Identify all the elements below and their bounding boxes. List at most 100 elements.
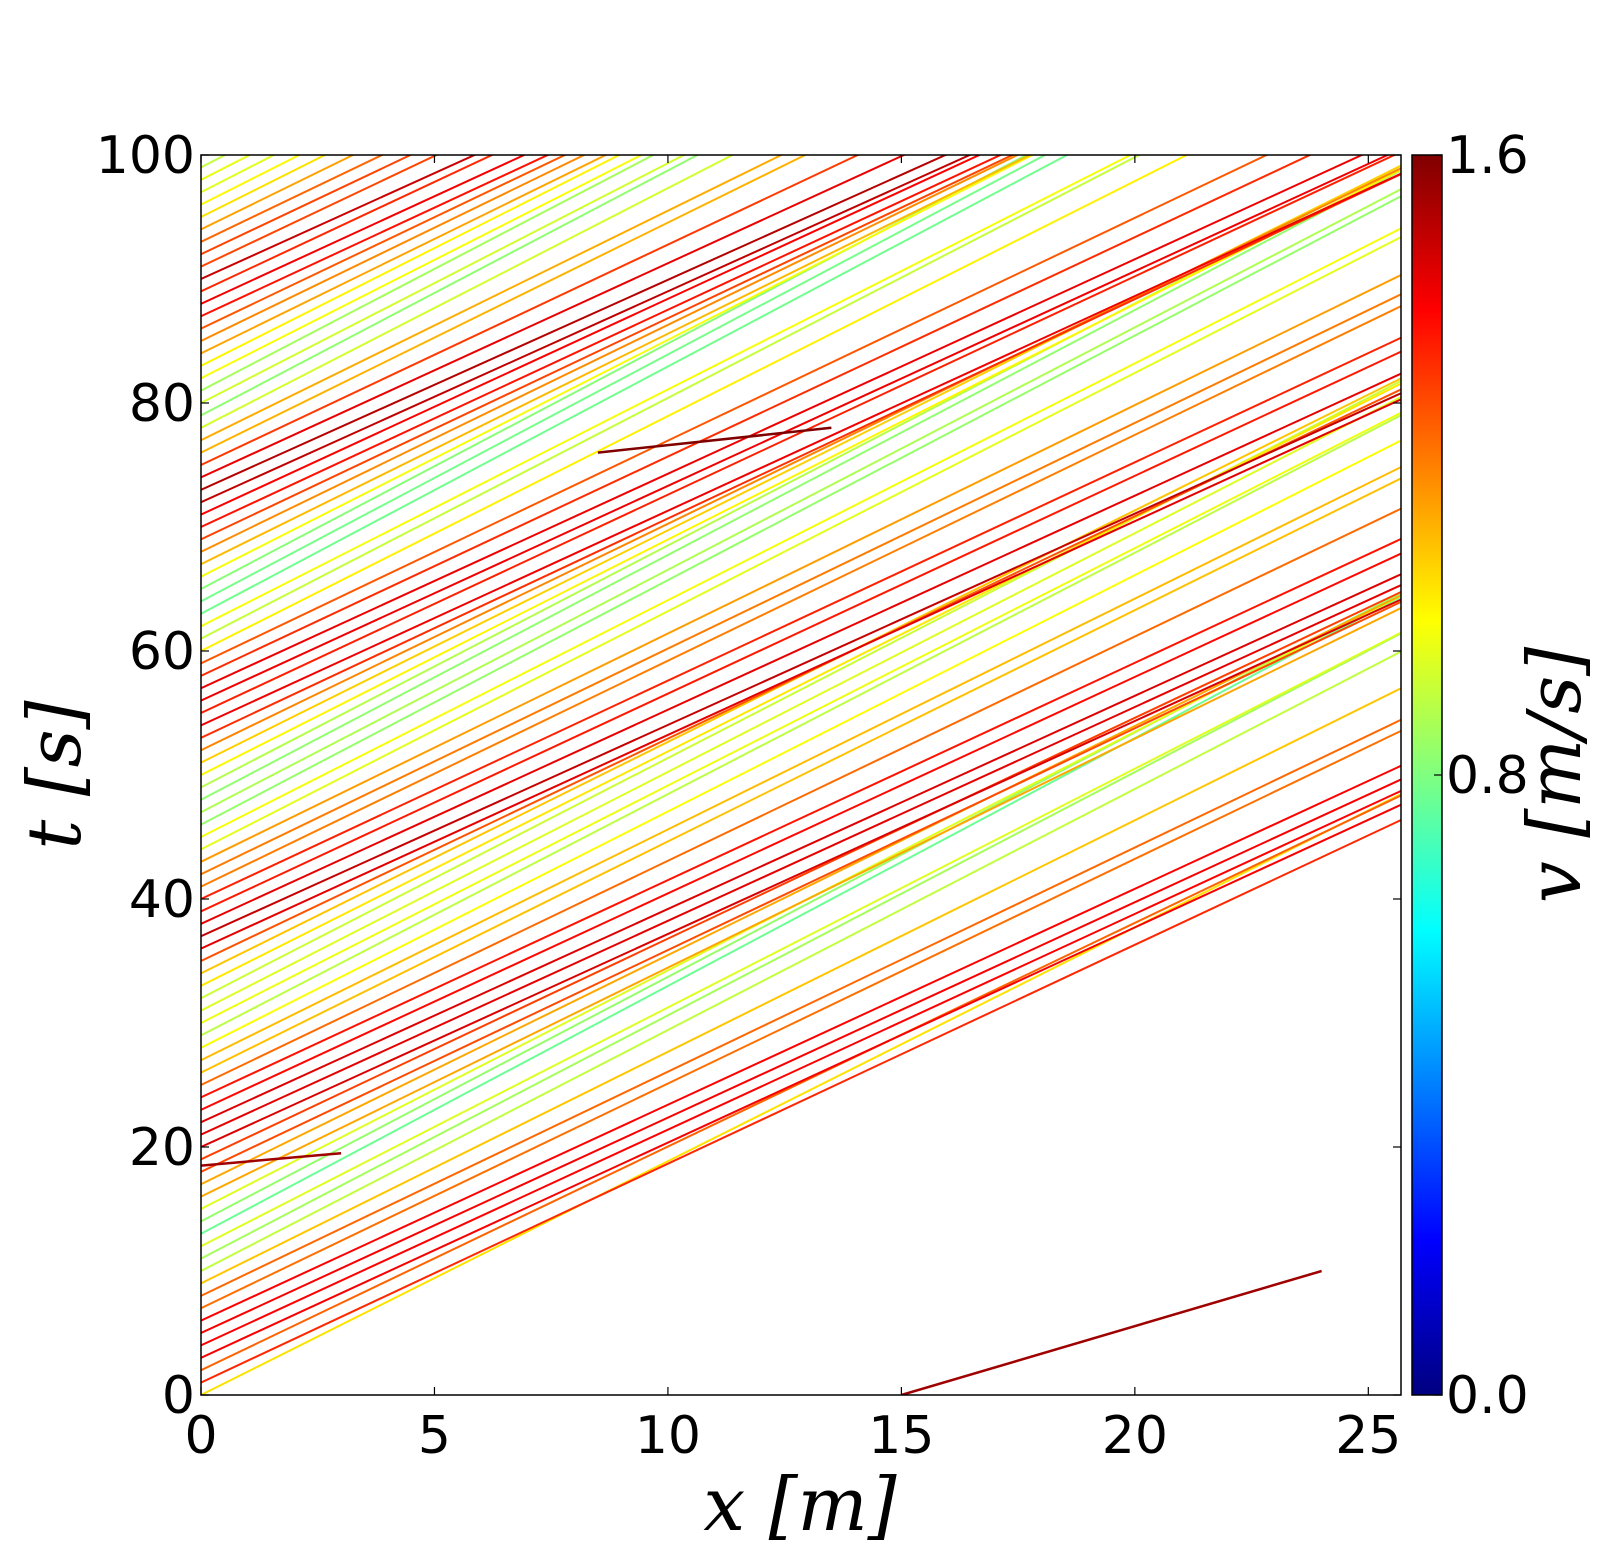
trajectory-line <box>201 155 1029 590</box>
trajectory-line <box>201 819 1401 1384</box>
trajectory-line <box>201 764 1401 1322</box>
trajectory-line <box>201 0 1401 56</box>
trajectory-line <box>201 392 1401 938</box>
x-tick-label: 5 <box>418 1406 451 1466</box>
trajectory-line <box>201 155 735 429</box>
trajectory-line <box>201 398 1401 950</box>
trajectory-line <box>201 155 587 342</box>
trajectory-line <box>201 594 1401 1186</box>
trajectory-line <box>201 155 413 256</box>
colorbar-tick-label: 1.6 <box>1446 126 1529 186</box>
trajectory-line <box>201 632 1401 1260</box>
fast-trajectory <box>597 426 832 454</box>
trajectory-line <box>201 155 495 293</box>
colorbar-tick-label: 0.8 <box>1446 746 1529 806</box>
trajectory-line <box>201 155 1390 702</box>
trajectory-line <box>201 155 385 243</box>
trajectory-line <box>201 336 1401 900</box>
trajectory-line <box>201 155 1313 677</box>
trajectory-line <box>201 0 1401 68</box>
trajectory-line <box>201 155 252 181</box>
trajectory-line <box>201 0 1401 130</box>
y-tick-label: 100 <box>96 126 195 186</box>
trajectory-line <box>201 155 277 194</box>
trajectory-line <box>201 600 1401 1173</box>
trajectory-line <box>201 155 1048 603</box>
trajectory-line <box>201 598 1401 1148</box>
trajectory-line <box>201 396 1401 1012</box>
trajectory-line <box>201 155 302 206</box>
trajectory-line <box>201 293 1401 876</box>
trajectory-line <box>201 607 1401 1198</box>
trajectory-line <box>201 155 551 318</box>
trajectory-line <box>201 793 1401 1395</box>
trajectory-line <box>201 155 477 280</box>
trajectory-line <box>201 155 328 218</box>
trajectory-line <box>201 650 1401 1272</box>
trajectory-line <box>201 155 861 466</box>
trajectory-line <box>201 155 609 355</box>
trajectory-line <box>201 155 1189 652</box>
x-tick-label: 20 <box>1102 1406 1168 1466</box>
trajectory-line <box>201 172 1401 727</box>
colorbar-ticks: 0.0 0.8 1.6 <box>1434 126 1529 1426</box>
x-axis: 0 5 10 15 20 25 <box>184 155 1401 1466</box>
trajectory-line <box>201 195 1401 826</box>
trajectory-line <box>201 169 1401 801</box>
trajectory-line <box>201 155 982 516</box>
trajectory-line <box>201 0 1401 43</box>
trajectory-line <box>201 631 1401 1248</box>
x-tick-label: 15 <box>868 1406 934 1466</box>
x-tick-label: 25 <box>1335 1406 1401 1466</box>
trajectory-line <box>201 466 1401 1062</box>
trajectory-line <box>201 155 808 454</box>
trajectory-line <box>201 155 1033 566</box>
trajectory-line <box>201 155 1133 628</box>
trajectory-line <box>201 155 1015 541</box>
trajectory-line <box>201 155 644 380</box>
trajectory-line <box>201 155 687 404</box>
plot-frame <box>200 154 1402 1396</box>
x-axis-label: x [m] <box>703 1462 896 1548</box>
trajectory-line <box>201 0 1401 6</box>
fast-trajectory <box>901 1269 1322 1395</box>
colorbar-label: v [m/s] <box>1512 647 1598 903</box>
trajectory-line <box>201 155 907 479</box>
trajectory-line <box>201 155 1269 665</box>
trajectory-line <box>201 155 656 392</box>
trajectory-line <box>201 155 1035 578</box>
y-axis: 0 20 40 60 80 100 <box>96 126 1401 1426</box>
trajectory-line <box>201 155 973 504</box>
trajectory-line <box>201 718 1401 1297</box>
trajectory-line <box>201 0 1401 105</box>
trajectory-line <box>201 164 1401 789</box>
trajectory-line <box>201 155 784 442</box>
y-axis-label: t [s] <box>12 700 98 849</box>
trajectory-line <box>201 0 1401 19</box>
trajectory-line <box>201 0 1401 93</box>
trajectory-line <box>201 439 1401 1049</box>
trajectory-line <box>201 0 1401 81</box>
trajectory-line <box>201 173 1401 739</box>
trajectory-line <box>201 155 527 305</box>
y-tick-label: 60 <box>129 622 195 682</box>
trajectory-line <box>201 350 1401 913</box>
trajectory-line <box>201 0 1401 143</box>
trajectory-line <box>201 274 1401 863</box>
trajectory-line <box>201 155 204 156</box>
trajectory-line <box>201 155 1020 553</box>
trajectory-line <box>201 155 1365 690</box>
trajectory-line <box>201 414 1401 1037</box>
trajectory-line <box>201 573 1401 1124</box>
trajectory-line <box>201 790 1401 1347</box>
y-tick-label: 20 <box>129 1118 195 1178</box>
colorbar-tick-label: 0.0 <box>1446 1366 1529 1426</box>
trajectory-line <box>201 778 1401 1334</box>
trajectory-line <box>201 188 1401 814</box>
trajectory-line <box>201 729 1401 1310</box>
trajectory-lines <box>201 0 1401 1395</box>
trajectory-line <box>201 155 700 417</box>
trajectory-line <box>201 155 228 169</box>
trajectory-line <box>201 236 1401 851</box>
